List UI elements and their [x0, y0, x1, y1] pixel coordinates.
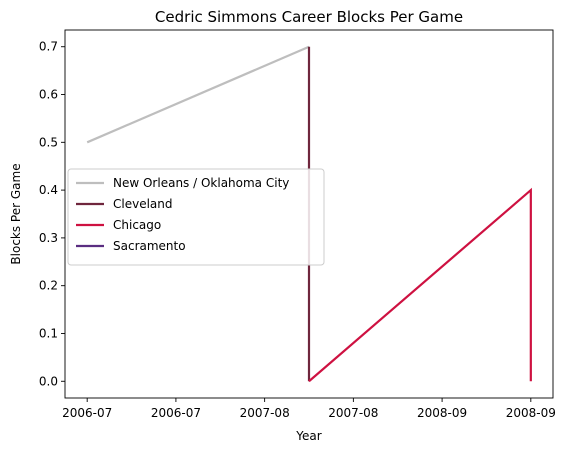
y-axis: 0.0 0.1 0.2 0.3 0.4 0.5 0.6 0.7	[39, 40, 65, 388]
chart-title: Cedric Simmons Career Blocks Per Game	[155, 8, 463, 26]
legend-entry: New Orleans / Oklahoma City	[113, 176, 289, 190]
y-tick-label: 0.3	[39, 231, 58, 245]
series-line-3	[308, 187, 532, 383]
x-axis-label: Year	[295, 429, 321, 443]
x-tick-label: 2008-09	[417, 406, 467, 420]
x-axis: 2006-07 2006-07 2007-08 2007-08 2008-09 2008-…	[62, 398, 556, 420]
x-tick-label: 2008-09	[506, 406, 556, 420]
y-tick-label: 0.1	[39, 326, 58, 340]
x-tick-label: 2007-08	[328, 406, 378, 420]
x-tick-label: 2007-08	[240, 406, 290, 420]
legend-box	[67, 168, 325, 266]
y-tick-label: 0.0	[39, 374, 58, 388]
plot-frame	[64, 29, 554, 399]
series-line-1	[86, 45, 310, 144]
y-tick-label: 0.7	[39, 40, 58, 54]
y-tick-label: 0.6	[39, 88, 58, 102]
y-tick-label: 0.2	[39, 279, 58, 293]
legend-entry: Chicago	[113, 218, 161, 232]
y-axis-label: Blocks Per Game	[9, 163, 23, 264]
legend-entry: Sacramento	[113, 239, 186, 253]
x-tick-label: 2006-07	[62, 406, 112, 420]
x-tick-label: 2006-07	[151, 406, 201, 420]
legend: New Orleans / Oklahoma City Cleveland Chic…	[67, 168, 325, 266]
y-tick-label: 0.5	[39, 135, 58, 149]
y-tick-label: 0.4	[39, 183, 58, 197]
legend-entry: Cleveland	[113, 197, 173, 211]
